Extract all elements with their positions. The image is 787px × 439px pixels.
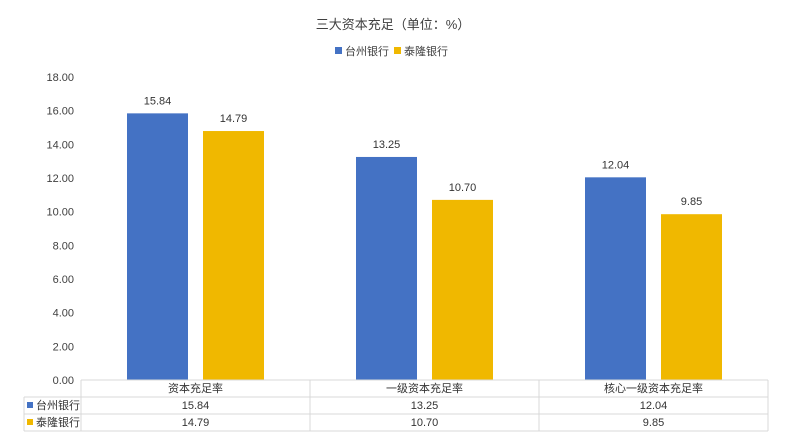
bars: 15.84 14.79 13.25 10.70 12.04 9.85 (127, 95, 722, 381)
y-axis: 0.00 2.00 4.00 6.00 8.00 10.00 12.00 14.00 16.00… (46, 72, 74, 387)
bar-1-2 (356, 156, 417, 380)
y-tick-label: 4.00 (53, 308, 74, 320)
y-tick-label: 10.00 (46, 207, 74, 219)
legend-label-1: 台州银行 (345, 44, 389, 58)
data-label: 15.84 (144, 95, 172, 107)
x-category-label: 资本充足率 (168, 381, 223, 395)
y-tick-label: 12.00 (46, 173, 74, 185)
y-tick-label: 14.00 (46, 139, 74, 151)
table-cell: 15.84 (182, 400, 210, 412)
bar-1-3 (585, 177, 646, 380)
data-label: 13.25 (373, 139, 401, 151)
table-cell: 10.70 (411, 417, 439, 429)
x-category-label: 一级资本充足率 (386, 381, 463, 395)
bar-2-3 (661, 214, 722, 380)
table-series-name: 泰隆银行 (36, 415, 80, 429)
legend-label-2: 泰隆银行 (404, 44, 448, 58)
table-cell: 9.85 (643, 417, 664, 429)
legend-swatch-2 (394, 47, 401, 54)
table-series-swatch (27, 402, 33, 408)
data-label: 14.79 (220, 113, 248, 125)
bar-2-1 (203, 131, 264, 380)
y-tick-label: 8.00 (53, 240, 74, 252)
table-series-name: 台州银行 (36, 398, 80, 412)
table-cell: 12.04 (640, 400, 668, 412)
data-label: 9.85 (681, 196, 702, 208)
table-cell: 13.25 (411, 400, 439, 412)
bar-1-1 (127, 113, 188, 381)
y-tick-label: 2.00 (53, 341, 74, 353)
x-category-label: 核心一级资本充足率 (604, 381, 703, 395)
bar-2-2 (432, 199, 493, 380)
chart-title: 三大资本充足（单位：%） (316, 17, 471, 32)
y-tick-label: 16.00 (46, 106, 74, 118)
data-label: 10.70 (449, 182, 477, 194)
legend-swatch-1 (335, 47, 342, 54)
table-cell: 14.79 (182, 417, 210, 429)
data-label: 12.04 (602, 159, 630, 171)
y-tick-label: 18.00 (46, 72, 74, 84)
y-tick-label: 6.00 (53, 274, 74, 286)
y-tick-label: 0.00 (53, 375, 74, 387)
legend: 台州银行 泰隆银行 (335, 44, 448, 58)
table-series-swatch (27, 419, 33, 425)
